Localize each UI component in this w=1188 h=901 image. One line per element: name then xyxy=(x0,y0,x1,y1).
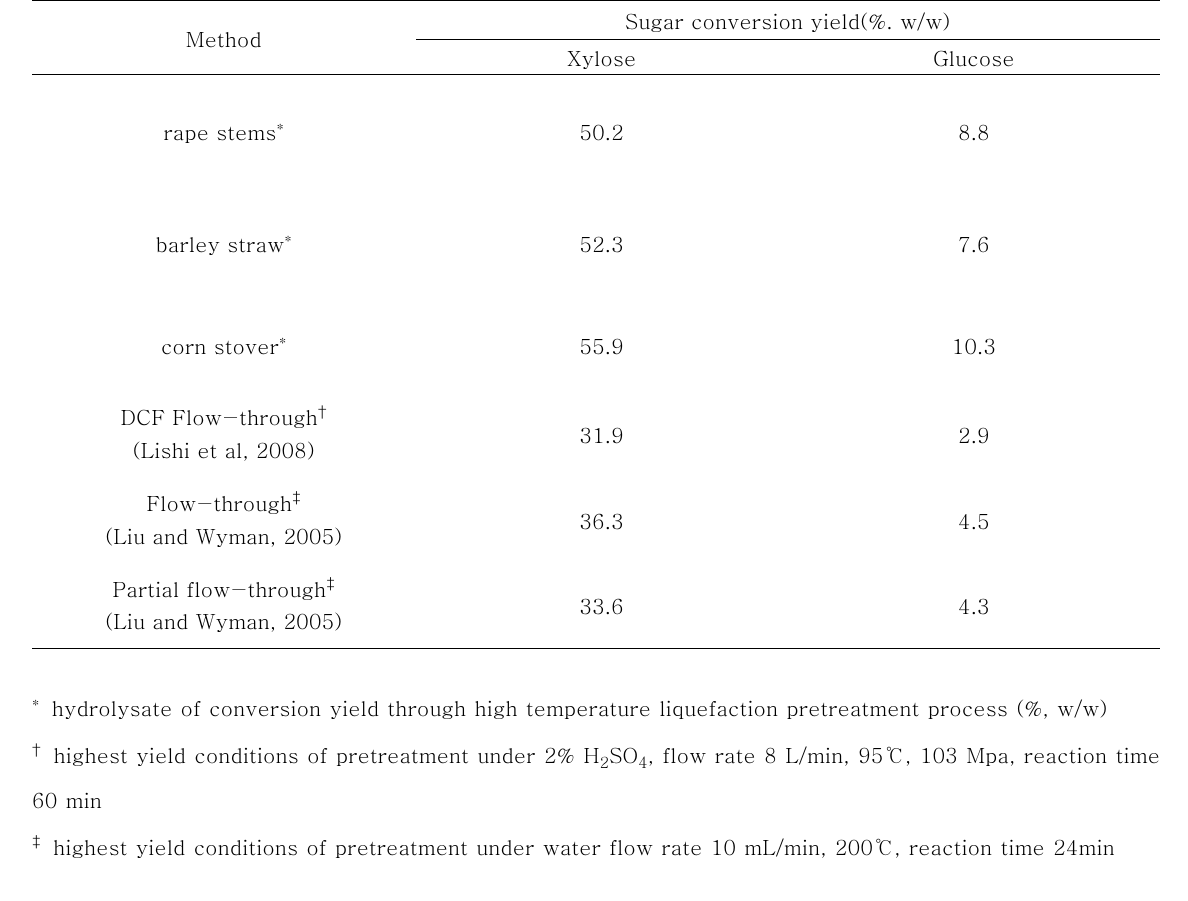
xylose-cell: 31.9 xyxy=(416,391,788,477)
footnote-marker: † xyxy=(32,739,41,760)
glucose-cell: 7.6 xyxy=(788,187,1160,299)
method-label: barley straw* xyxy=(156,228,292,258)
xylose-cell: 33.6 xyxy=(416,563,788,649)
method-cell: Partial flow−through‡(Liu and Wyman, 200… xyxy=(32,563,416,649)
footnote-text: highest yield conditions of pretreatment… xyxy=(45,831,1115,861)
header-xylose: Xylose xyxy=(416,40,788,75)
method-cell: Flow−through‡(Liu and Wyman, 2005) xyxy=(32,477,416,563)
method-cell: DCF Flow−through†(Lishi et al, 2008) xyxy=(32,391,416,477)
header-glucose: Glucose xyxy=(788,40,1160,75)
yield-table: Method Sugar conversion yield(%. w/w) Xy… xyxy=(32,0,1160,649)
header-method: Method xyxy=(32,1,416,75)
xylose-cell: 50.2 xyxy=(416,75,788,187)
table-row: corn stover* 55.910.3 xyxy=(32,299,1160,391)
glucose-cell: 10.3 xyxy=(788,299,1160,391)
method-line1: Partial flow−through‡ xyxy=(112,572,335,605)
method-cell: barley straw* xyxy=(32,187,416,299)
table-header: Method Sugar conversion yield(%. w/w) Xy… xyxy=(32,1,1160,75)
method-line1: Flow−through‡ xyxy=(147,486,301,519)
table-row: Flow−through‡(Liu and Wyman, 2005)36.34.… xyxy=(32,477,1160,563)
method-sup: * xyxy=(284,228,292,249)
method-cell: rape stems* xyxy=(32,75,416,187)
glucose-cell: 2.9 xyxy=(788,391,1160,477)
method-label: corn stover* xyxy=(161,330,287,360)
footnote-marker: ‡ xyxy=(32,831,41,852)
footnote-marker: * xyxy=(32,692,40,713)
method-cell: corn stover* xyxy=(32,299,416,391)
table-row: rape stems* 50.28.8 xyxy=(32,75,1160,187)
method-line1: DCF Flow−through† xyxy=(121,400,327,433)
method-sup: * xyxy=(279,330,287,351)
table-body: rape stems*50.28.8barley straw*52.37.6co… xyxy=(32,75,1160,649)
footnotes: * hydrolysate of conversion yield throug… xyxy=(32,685,1160,870)
method-line2: (Liu and Wyman, 2005) xyxy=(105,519,342,552)
method-line2: (Lishi et al, 2008) xyxy=(133,433,315,466)
method-sup: ‡ xyxy=(292,487,301,508)
method-two-line: Flow−through‡(Liu and Wyman, 2005) xyxy=(32,480,416,559)
method-two-line: Partial flow−through‡(Liu and Wyman, 200… xyxy=(32,566,416,645)
page: Method Sugar conversion yield(%. w/w) Xy… xyxy=(0,0,1188,870)
footnote: ‡ highest yield conditions of pretreatme… xyxy=(32,824,1160,869)
xylose-cell: 55.9 xyxy=(416,299,788,391)
method-line2: (Liu and Wyman, 2005) xyxy=(105,604,342,637)
footnote: † highest yield conditions of pretreatme… xyxy=(32,732,1160,822)
table-row: barley straw* 52.37.6 xyxy=(32,187,1160,299)
method-sup: * xyxy=(276,116,284,137)
table-row: Partial flow−through‡(Liu and Wyman, 200… xyxy=(32,563,1160,649)
method-sup: † xyxy=(318,401,327,422)
header-yield-span: Sugar conversion yield(%. w/w) xyxy=(416,1,1160,40)
footnote: * hydrolysate of conversion yield throug… xyxy=(32,685,1160,730)
footnote-text: highest yield conditions of pretreatment… xyxy=(32,739,1160,814)
method-sup: ‡ xyxy=(326,573,335,594)
xylose-cell: 36.3 xyxy=(416,477,788,563)
table-row: DCF Flow−through†(Lishi et al, 2008)31.9… xyxy=(32,391,1160,477)
xylose-cell: 52.3 xyxy=(416,187,788,299)
glucose-cell: 8.8 xyxy=(788,75,1160,187)
footnote-text: hydrolysate of conversion yield through … xyxy=(44,692,1108,722)
method-two-line: DCF Flow−through†(Lishi et al, 2008) xyxy=(32,394,416,473)
glucose-cell: 4.5 xyxy=(788,477,1160,563)
glucose-cell: 4.3 xyxy=(788,563,1160,649)
method-label: rape stems* xyxy=(163,116,284,146)
